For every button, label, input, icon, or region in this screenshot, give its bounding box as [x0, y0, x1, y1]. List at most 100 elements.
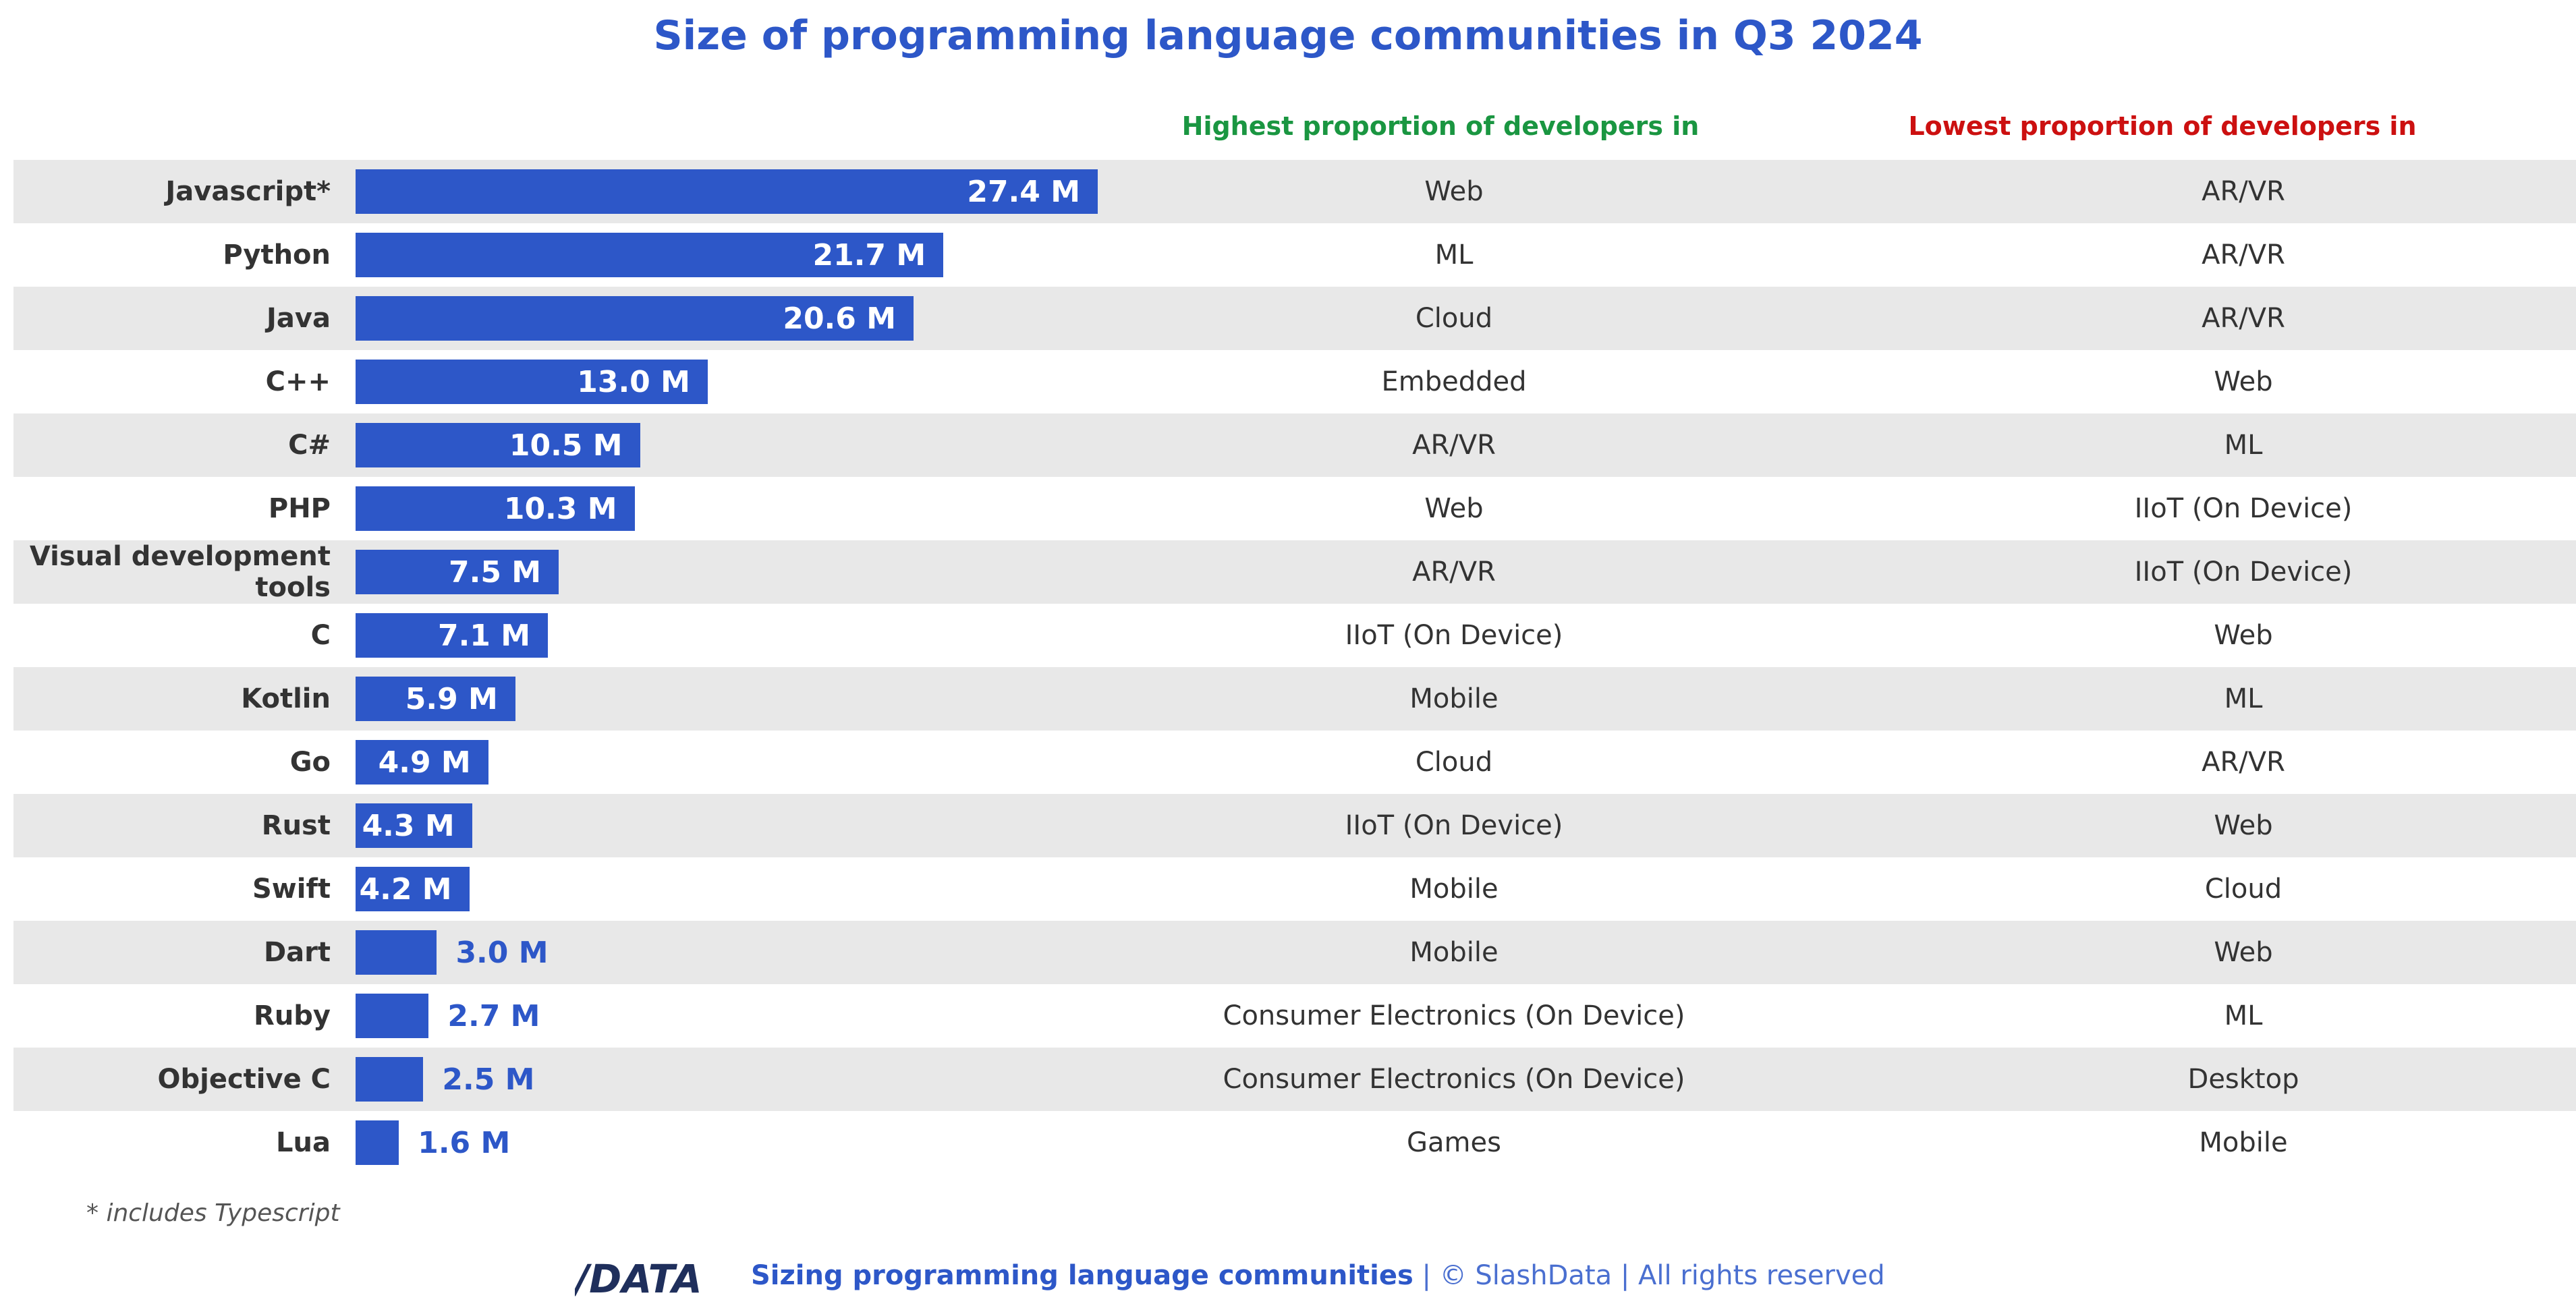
value-label: 1.6 M	[418, 1125, 511, 1160]
bar	[356, 486, 635, 531]
table-row: Go 4.9 M Cloud AR/VR	[13, 731, 2576, 794]
table-row: Objective C 2.5 M Consumer Electronics (On…	[13, 1048, 2576, 1111]
language-label: Ruby	[254, 1000, 331, 1031]
language-label: Python	[223, 239, 331, 270]
highest-proportion-cell: Embedded	[1381, 366, 1527, 397]
table-row: C 7.1 M IIoT (On Device) Web	[13, 604, 2576, 667]
value-label: 5.9 M	[405, 681, 498, 716]
value-label: 7.1 M	[437, 618, 531, 653]
table-row: Python 21.7 M ML AR/VR	[13, 223, 2576, 287]
highest-proportion-cell: Cloud	[1415, 747, 1493, 778]
language-label: Kotlin	[241, 683, 331, 714]
bar	[356, 613, 549, 658]
table-row: C++ 13.0 M Embedded Web	[13, 350, 2576, 413]
language-label: C++	[265, 366, 331, 397]
value-label: 10.3 M	[503, 491, 617, 526]
value-label: 10.5 M	[509, 428, 623, 463]
table-row: Javascript* 27.4 M Web AR/VR	[13, 160, 2576, 223]
value-label: 21.7 M	[812, 237, 926, 273]
bar	[356, 677, 515, 721]
language-label: Objective C	[157, 1064, 331, 1095]
value-label: 2.5 M	[442, 1062, 535, 1097]
value-label: 13.0 M	[577, 364, 690, 399]
footnote: * includes Typescript	[86, 1199, 340, 1227]
language-label: Go	[289, 747, 331, 778]
lowest-proportion-cell: ML	[2224, 430, 2263, 461]
table-row: PHP 10.3 M Web IIoT (On Device)	[13, 477, 2576, 540]
table-row: Java 20.6 M Cloud AR/VR	[13, 287, 2576, 350]
bar	[356, 169, 1098, 214]
value-label: 20.6 M	[783, 301, 896, 336]
table-row: Lua 1.6 M Games Mobile	[13, 1111, 2576, 1174]
highest-proportion-cell: IIoT (On Device)	[1345, 620, 1563, 651]
lowest-proportion-cell: AR/VR	[2202, 239, 2285, 270]
table-row: Dart 3.0 M Mobile Web	[13, 921, 2576, 984]
language-label: Java	[267, 303, 331, 334]
lowest-proportion-cell: Web	[2214, 810, 2273, 841]
highest-proportion-cell: Web	[1424, 176, 1484, 207]
lowest-proportion-cell: Cloud	[2204, 874, 2283, 905]
bar	[356, 360, 708, 404]
lowest-proportion-cell: Web	[2214, 366, 2273, 397]
highest-proportion-cell: Consumer Electronics (On Device)	[1223, 1064, 1685, 1095]
table-row: Swift 4.2 M Mobile Cloud	[13, 857, 2576, 921]
bar	[356, 423, 640, 467]
language-label: C	[310, 620, 331, 651]
value-label: 2.7 M	[447, 998, 540, 1033]
lowest-proportion-cell: Desktop	[2187, 1064, 2299, 1095]
highest-proportion-header: Highest proportion of developers in	[1181, 111, 1700, 141]
highest-proportion-cell: IIoT (On Device)	[1345, 810, 1563, 841]
language-label: C#	[288, 430, 331, 461]
bar	[356, 740, 488, 785]
bar	[356, 233, 944, 277]
highest-proportion-cell: AR/VR	[1412, 557, 1496, 588]
lowest-proportion-cell: ML	[2224, 683, 2263, 714]
lowest-proportion-cell: Web	[2214, 620, 2273, 651]
value-label: 7.5 M	[449, 554, 542, 590]
lowest-proportion-cell: Mobile	[2199, 1127, 2288, 1158]
highest-proportion-cell: Mobile	[1409, 683, 1499, 714]
highest-proportion-cell: ML	[1434, 239, 1474, 270]
language-label: Rust	[261, 810, 331, 841]
table-row: Rust 4.3 M IIoT (On Device) Web	[13, 794, 2576, 857]
bar	[356, 803, 472, 848]
logo-text: /DATA	[575, 1256, 702, 1302]
language-label: Visual development tools	[29, 541, 331, 603]
value-label: 27.4 M	[967, 174, 1080, 209]
lowest-proportion-cell: AR/VR	[2202, 303, 2285, 334]
value-label: 4.2 M	[359, 872, 452, 907]
table-row: C# 10.5 M AR/VR ML	[13, 413, 2576, 477]
lowest-proportion-cell: IIoT (On Device)	[2134, 557, 2353, 588]
bar	[356, 1057, 424, 1102]
highest-proportion-cell: Web	[1424, 493, 1484, 524]
highest-proportion-cell: Cloud	[1415, 303, 1493, 334]
highest-proportion-cell: Consumer Electronics (On Device)	[1223, 1000, 1685, 1031]
language-label: PHP	[268, 493, 331, 524]
footer-copyright: | © SlashData | All rights reserved	[1413, 1260, 1885, 1291]
value-label: 4.3 M	[362, 808, 455, 843]
language-label: Dart	[263, 937, 331, 968]
language-label: Swift	[252, 874, 331, 905]
lowest-proportion-cell: Web	[2214, 937, 2273, 968]
bar	[356, 1120, 399, 1165]
highest-proportion-cell: Games	[1407, 1127, 1501, 1158]
bar	[356, 994, 429, 1038]
highest-proportion-cell: AR/VR	[1412, 430, 1496, 461]
footer-source-title: Sizing programming language communities	[751, 1260, 1413, 1291]
lowest-proportion-cell: IIoT (On Device)	[2134, 493, 2353, 524]
lowest-proportion-cell: ML	[2224, 1000, 2263, 1031]
lowest-proportion-cell: AR/VR	[2202, 747, 2285, 778]
bar	[356, 550, 559, 594]
value-label: 4.9 M	[378, 745, 471, 780]
language-label: Lua	[276, 1127, 331, 1158]
bar	[356, 296, 914, 341]
bar	[356, 867, 470, 911]
footer: /DATA Sizing programming language commun…	[0, 1255, 2576, 1302]
table-row: Kotlin 5.9 M Mobile ML	[13, 667, 2576, 731]
bar	[356, 930, 437, 975]
table-row: Ruby 2.7 M Consumer Electronics (On Device…	[13, 984, 2576, 1048]
lowest-proportion-header: Lowest proportion of developers in	[1908, 111, 2417, 141]
chart-title: Size of programming language communities…	[653, 12, 1923, 59]
highest-proportion-cell: Mobile	[1409, 937, 1499, 968]
